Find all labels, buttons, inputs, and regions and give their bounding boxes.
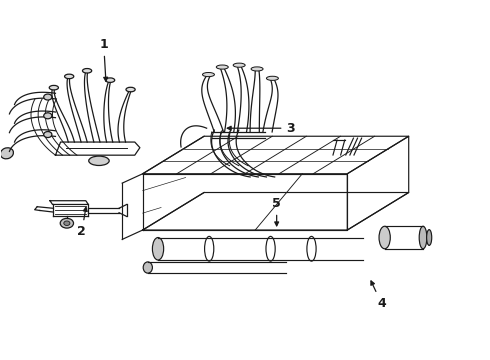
Ellipse shape — [233, 63, 245, 67]
Ellipse shape — [216, 65, 228, 69]
Circle shape — [60, 219, 74, 228]
Text: 4: 4 — [371, 281, 386, 310]
Ellipse shape — [251, 67, 263, 71]
Circle shape — [44, 113, 52, 119]
Ellipse shape — [379, 226, 391, 249]
Ellipse shape — [65, 74, 74, 78]
Text: 3: 3 — [227, 122, 295, 135]
Ellipse shape — [152, 238, 164, 260]
Ellipse shape — [267, 76, 278, 80]
Circle shape — [44, 94, 52, 100]
Circle shape — [44, 131, 52, 138]
Ellipse shape — [143, 262, 152, 273]
Ellipse shape — [89, 156, 109, 166]
Text: 2: 2 — [77, 207, 87, 238]
Ellipse shape — [105, 78, 115, 82]
Ellipse shape — [419, 226, 427, 249]
Ellipse shape — [49, 85, 58, 90]
Text: 1: 1 — [99, 38, 108, 81]
Ellipse shape — [0, 148, 13, 159]
Ellipse shape — [82, 68, 92, 73]
Text: 5: 5 — [272, 197, 281, 226]
Ellipse shape — [427, 230, 432, 246]
Ellipse shape — [202, 72, 215, 77]
Ellipse shape — [126, 87, 135, 92]
Circle shape — [64, 221, 70, 225]
